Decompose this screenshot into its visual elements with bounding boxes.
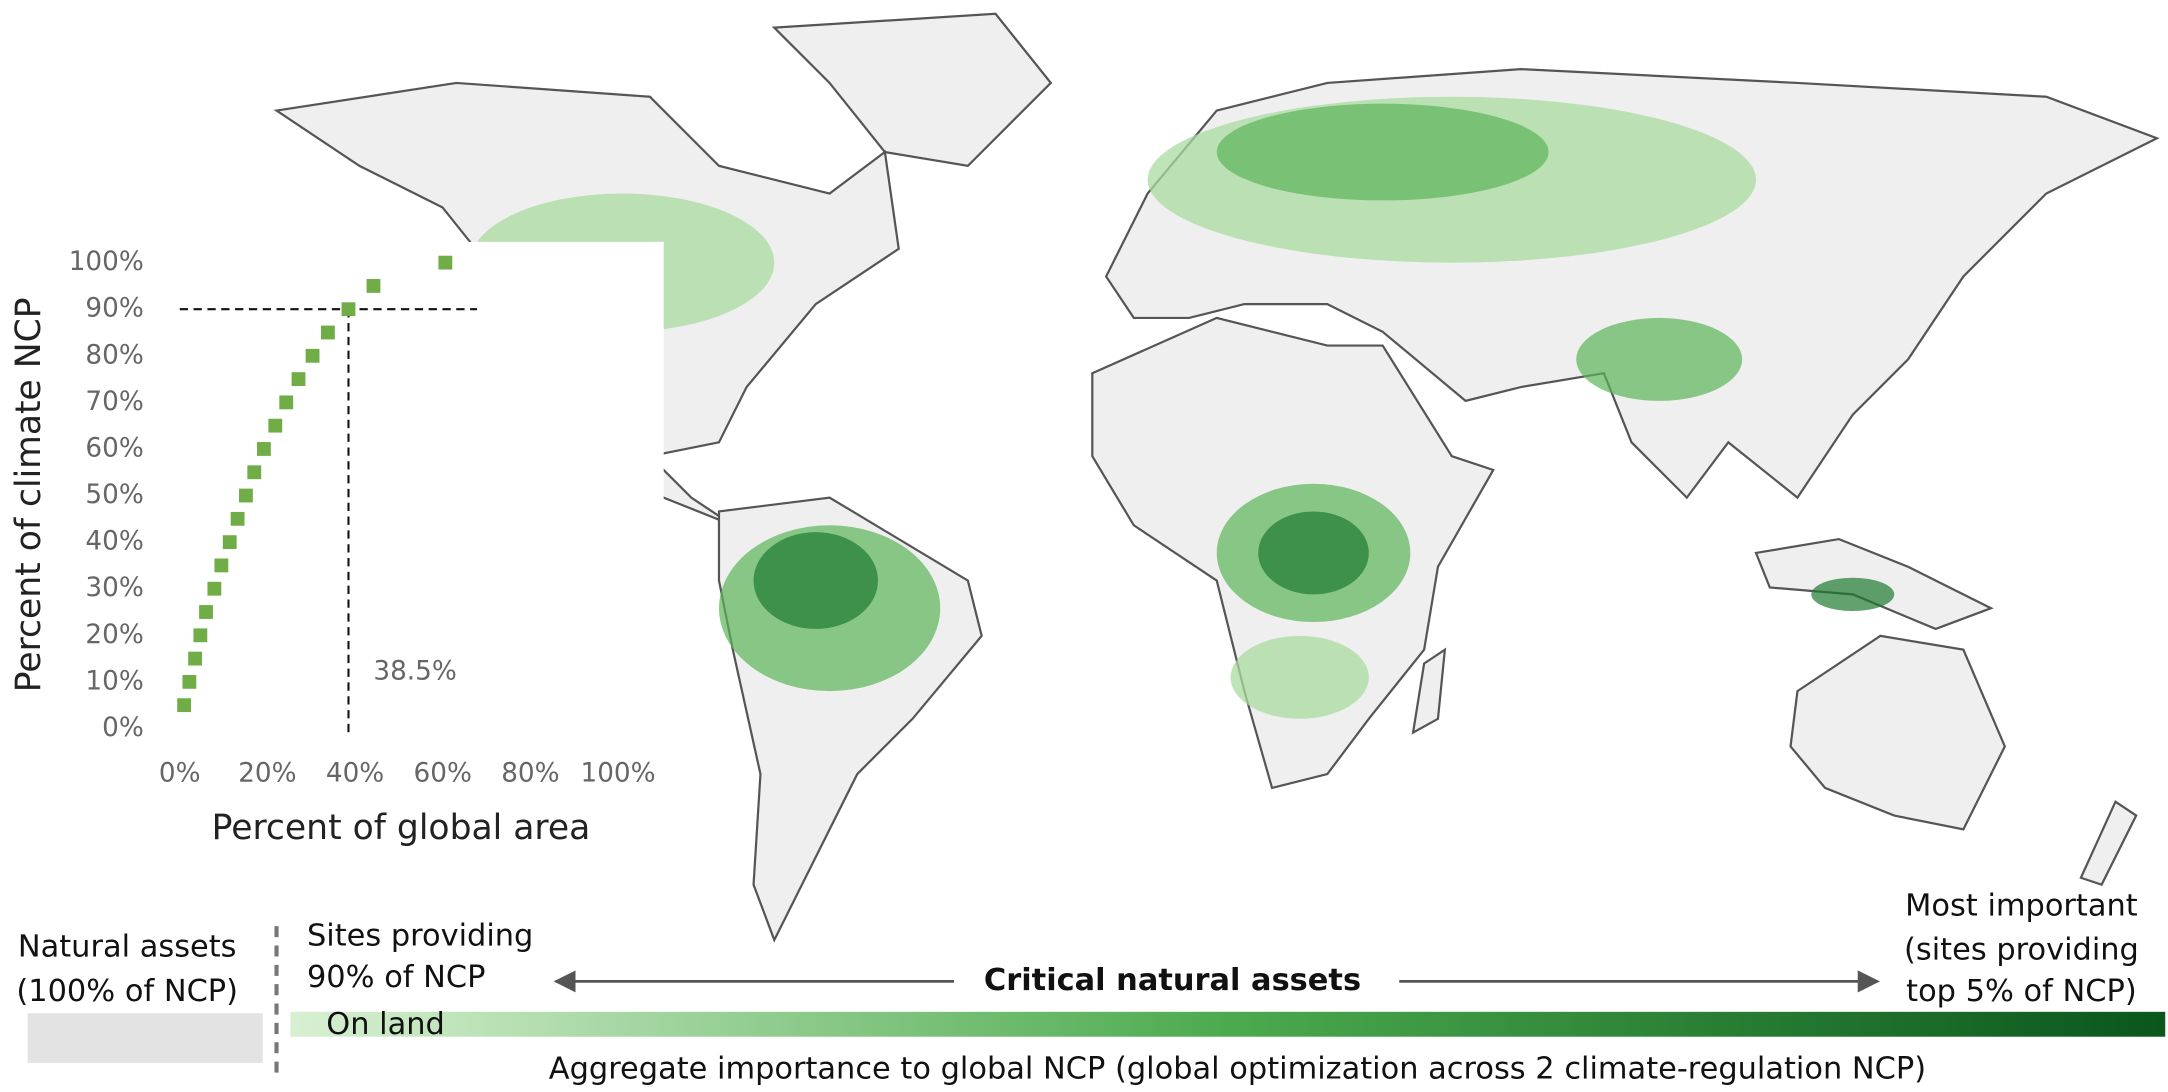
data-point — [341, 302, 356, 317]
data-point — [193, 628, 208, 643]
y-axis-label: Percent of climate NCP — [9, 297, 49, 692]
green-area — [1811, 577, 1895, 611]
data-point — [438, 255, 453, 270]
x-tick-label: 100% — [581, 759, 656, 789]
inset-background — [0, 241, 664, 851]
data-point — [177, 698, 192, 713]
madagascar — [1411, 647, 1447, 735]
color-ramp — [290, 1011, 2166, 1037]
x-tick-label: 60% — [414, 759, 472, 789]
x-tick-label: 20% — [238, 759, 296, 789]
y-tick-label: 50% — [85, 480, 143, 510]
data-point — [188, 651, 202, 666]
data-point — [366, 279, 381, 293]
data-point — [239, 488, 253, 503]
color-ramp-label: Aggregate importance to global NCP (glob… — [549, 1051, 1926, 1086]
data-point — [256, 442, 271, 456]
y-tick-label: 30% — [85, 573, 143, 603]
data-point — [291, 372, 306, 387]
legend-text: 90% of NCP — [307, 960, 486, 995]
x-tick-label: 0% — [159, 759, 201, 789]
data-point — [268, 418, 283, 433]
inset-chart: Percent of global area Percent of climat… — [0, 241, 664, 851]
legend-text: (100% of NCP) — [16, 974, 238, 1009]
data-point — [320, 325, 335, 340]
world-map — [273, 12, 2160, 943]
australia — [1789, 634, 2007, 831]
y-tick-label: 100% — [69, 247, 144, 277]
y-tick-label: 0% — [102, 713, 144, 743]
y-tick-label: 70% — [85, 387, 143, 417]
legend: Natural assets (100% of NCP) Sites provi… — [16, 888, 2166, 1086]
y-tick-label: 80% — [85, 340, 143, 370]
y-tick-label: 60% — [85, 433, 143, 463]
legend-heading: Critical natural assets — [984, 963, 1361, 998]
legend-text: (sites providing — [1904, 933, 2139, 968]
data-point — [279, 395, 294, 410]
reference-label: 38.5% — [373, 656, 456, 686]
green-area — [1258, 511, 1369, 595]
x-tick-label: 80% — [501, 759, 559, 789]
legend-text: Sites providing — [307, 919, 533, 954]
green-area — [1216, 103, 1549, 201]
green-area — [753, 532, 878, 629]
greenland — [771, 12, 1053, 168]
y-tick-label: 10% — [85, 666, 143, 696]
y-tick-label: 40% — [85, 527, 143, 557]
data-point — [305, 348, 320, 363]
natural-assets-swatch — [27, 1013, 263, 1063]
x-tick-label: 40% — [326, 759, 384, 789]
legend-text: Natural assets — [18, 930, 237, 965]
data-point — [230, 511, 245, 526]
new-zealand — [2079, 800, 2138, 887]
data-point — [207, 581, 222, 596]
data-point — [214, 558, 229, 573]
data-point — [247, 465, 262, 480]
y-tick-label: 90% — [85, 294, 143, 324]
legend-text: Most important — [1905, 888, 2138, 923]
legend-text: On land — [326, 1007, 445, 1042]
data-point — [182, 674, 197, 689]
data-point — [199, 605, 213, 619]
green-area — [1576, 317, 1743, 401]
legend-text: top 5% of NCP) — [1906, 974, 2137, 1009]
green-area — [1230, 635, 1369, 719]
y-tick-label: 20% — [85, 620, 143, 650]
data-point — [222, 535, 237, 550]
x-axis-label: Percent of global area — [212, 808, 591, 848]
